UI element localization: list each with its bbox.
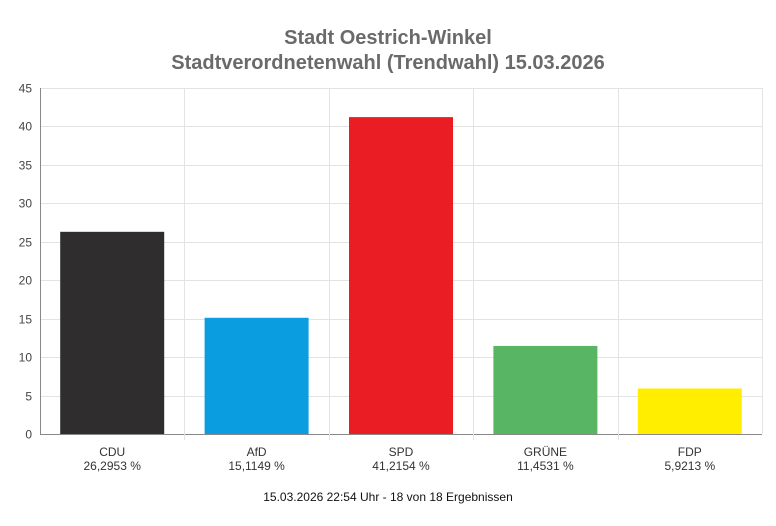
chart-title: Stadt Oestrich-Winkel [284,27,492,49]
y-tick-label: 5 [25,390,32,404]
x-value-label: 26,2953 % [84,459,142,473]
x-category-label: GRÜNE [524,445,567,459]
y-tick-label: 45 [19,82,33,96]
x-category-label: FDP [678,445,702,459]
y-tick-label: 25 [19,236,33,250]
bar-spd [349,117,453,434]
bar-afd [204,317,309,434]
y-tick-label: 0 [25,428,32,442]
y-tick-label: 40 [19,120,33,134]
chart-subtitle: Stadtverordnetenwahl (Trendwahl) 15.03.2… [171,52,605,74]
bar-fdp [637,388,742,434]
x-value-label: 15,1149 % [228,459,285,473]
y-tick-label: 20 [19,274,33,288]
x-value-label: 11,4531 % [517,459,574,473]
x-value-label: 5,9213 % [664,459,715,473]
bar-grüne [493,345,598,434]
x-category-label: CDU [99,445,125,459]
x-value-label: 41,2154 % [372,459,430,473]
x-category-label: SPD [389,445,414,459]
chart-footer: 15.03.2026 22:54 Uhr - 18 von 18 Ergebni… [263,490,513,504]
y-tick-label: 30 [19,197,33,211]
x-category-label: AfD [247,445,267,459]
y-tick-label: 15 [19,313,33,327]
bar-cdu [60,231,165,434]
y-tick-label: 35 [19,159,33,173]
y-tick-label: 10 [19,351,33,365]
